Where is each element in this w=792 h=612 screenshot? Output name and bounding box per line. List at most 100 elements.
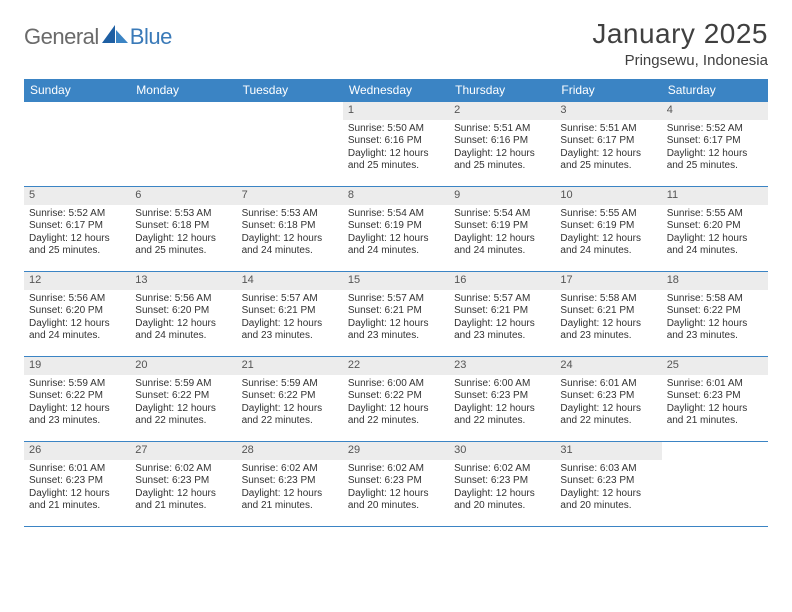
day-body: Sunrise: 6:00 AMSunset: 6:23 PMDaylight:…	[449, 375, 555, 432]
day-number: 16	[449, 272, 555, 290]
day-body: Sunrise: 5:52 AMSunset: 6:17 PMDaylight:…	[24, 205, 130, 262]
sunset-text: Sunset: 6:18 PM	[135, 220, 231, 233]
week-row: 19Sunrise: 5:59 AMSunset: 6:22 PMDayligh…	[24, 357, 768, 442]
day-cell: 21Sunrise: 5:59 AMSunset: 6:22 PMDayligh…	[237, 357, 343, 441]
daylight-text: Daylight: 12 hours and 23 minutes.	[29, 403, 125, 428]
day-cell: 4Sunrise: 5:52 AMSunset: 6:17 PMDaylight…	[662, 102, 768, 186]
day-cell: 24Sunrise: 6:01 AMSunset: 6:23 PMDayligh…	[555, 357, 661, 441]
day-body: Sunrise: 6:03 AMSunset: 6:23 PMDaylight:…	[555, 460, 661, 517]
day-cell: 8Sunrise: 5:54 AMSunset: 6:19 PMDaylight…	[343, 187, 449, 271]
day-body: Sunrise: 5:53 AMSunset: 6:18 PMDaylight:…	[237, 205, 343, 262]
calendar-grid: Sunday Monday Tuesday Wednesday Thursday…	[24, 79, 768, 527]
sunset-text: Sunset: 6:21 PM	[454, 305, 550, 318]
sunrise-text: Sunrise: 5:51 AM	[454, 123, 550, 136]
sunset-text: Sunset: 6:23 PM	[454, 475, 550, 488]
daylight-text: Daylight: 12 hours and 23 minutes.	[667, 318, 763, 343]
day-body: Sunrise: 5:52 AMSunset: 6:17 PMDaylight:…	[662, 120, 768, 177]
day-number	[130, 102, 236, 106]
sunset-text: Sunset: 6:23 PM	[135, 475, 231, 488]
daylight-text: Daylight: 12 hours and 24 minutes.	[454, 233, 550, 258]
daylight-text: Daylight: 12 hours and 20 minutes.	[454, 488, 550, 513]
daylight-text: Daylight: 12 hours and 24 minutes.	[242, 233, 338, 258]
day-body: Sunrise: 5:56 AMSunset: 6:20 PMDaylight:…	[130, 290, 236, 347]
location-label: Pringsewu, Indonesia	[592, 52, 768, 69]
day-number	[237, 102, 343, 106]
day-body: Sunrise: 5:53 AMSunset: 6:18 PMDaylight:…	[130, 205, 236, 262]
day-body: Sunrise: 5:58 AMSunset: 6:22 PMDaylight:…	[662, 290, 768, 347]
sunrise-text: Sunrise: 6:03 AM	[560, 463, 656, 476]
sunrise-text: Sunrise: 5:53 AM	[135, 208, 231, 221]
day-body: Sunrise: 5:54 AMSunset: 6:19 PMDaylight:…	[343, 205, 449, 262]
sunset-text: Sunset: 6:22 PM	[348, 390, 444, 403]
daylight-text: Daylight: 12 hours and 23 minutes.	[242, 318, 338, 343]
daylight-text: Daylight: 12 hours and 20 minutes.	[348, 488, 444, 513]
daylight-text: Daylight: 12 hours and 22 minutes.	[242, 403, 338, 428]
daylight-text: Daylight: 12 hours and 24 minutes.	[29, 318, 125, 343]
calendar-page: General Blue January 2025 Pringsewu, Ind…	[0, 0, 792, 527]
day-cell: 7Sunrise: 5:53 AMSunset: 6:18 PMDaylight…	[237, 187, 343, 271]
sunrise-text: Sunrise: 6:02 AM	[135, 463, 231, 476]
sunrise-text: Sunrise: 6:01 AM	[667, 378, 763, 391]
daylight-text: Daylight: 12 hours and 21 minutes.	[135, 488, 231, 513]
day-body: Sunrise: 5:56 AMSunset: 6:20 PMDaylight:…	[24, 290, 130, 347]
day-body: Sunrise: 5:55 AMSunset: 6:19 PMDaylight:…	[555, 205, 661, 262]
day-body: Sunrise: 6:02 AMSunset: 6:23 PMDaylight:…	[343, 460, 449, 517]
day-number: 8	[343, 187, 449, 205]
day-body: Sunrise: 5:57 AMSunset: 6:21 PMDaylight:…	[449, 290, 555, 347]
daylight-text: Daylight: 12 hours and 24 minutes.	[348, 233, 444, 258]
day-body: Sunrise: 5:58 AMSunset: 6:21 PMDaylight:…	[555, 290, 661, 347]
day-cell: 11Sunrise: 5:55 AMSunset: 6:20 PMDayligh…	[662, 187, 768, 271]
day-body: Sunrise: 6:01 AMSunset: 6:23 PMDaylight:…	[662, 375, 768, 432]
day-number: 15	[343, 272, 449, 290]
day-number: 25	[662, 357, 768, 375]
daylight-text: Daylight: 12 hours and 21 minutes.	[29, 488, 125, 513]
day-cell: 20Sunrise: 5:59 AMSunset: 6:22 PMDayligh…	[130, 357, 236, 441]
day-cell: 12Sunrise: 5:56 AMSunset: 6:20 PMDayligh…	[24, 272, 130, 356]
header: General Blue January 2025 Pringsewu, Ind…	[24, 18, 768, 69]
sunset-text: Sunset: 6:16 PM	[454, 135, 550, 148]
sunrise-text: Sunrise: 5:52 AM	[667, 123, 763, 136]
sunset-text: Sunset: 6:19 PM	[454, 220, 550, 233]
daylight-text: Daylight: 12 hours and 25 minutes.	[348, 148, 444, 173]
day-body: Sunrise: 5:59 AMSunset: 6:22 PMDaylight:…	[237, 375, 343, 432]
day-body: Sunrise: 6:00 AMSunset: 6:22 PMDaylight:…	[343, 375, 449, 432]
daylight-text: Daylight: 12 hours and 24 minutes.	[560, 233, 656, 258]
day-body: Sunrise: 6:01 AMSunset: 6:23 PMDaylight:…	[555, 375, 661, 432]
day-cell: 10Sunrise: 5:55 AMSunset: 6:19 PMDayligh…	[555, 187, 661, 271]
sunset-text: Sunset: 6:17 PM	[29, 220, 125, 233]
dow-saturday: Saturday	[662, 79, 768, 102]
daylight-text: Daylight: 12 hours and 25 minutes.	[454, 148, 550, 173]
sunrise-text: Sunrise: 5:54 AM	[454, 208, 550, 221]
week-row: 5Sunrise: 5:52 AMSunset: 6:17 PMDaylight…	[24, 187, 768, 272]
sunrise-text: Sunrise: 5:52 AM	[29, 208, 125, 221]
day-number: 26	[24, 442, 130, 460]
dow-wednesday: Wednesday	[343, 79, 449, 102]
sunset-text: Sunset: 6:23 PM	[454, 390, 550, 403]
logo-sail-icon	[102, 25, 128, 43]
sunset-text: Sunset: 6:21 PM	[560, 305, 656, 318]
sunset-text: Sunset: 6:23 PM	[29, 475, 125, 488]
sunset-text: Sunset: 6:23 PM	[242, 475, 338, 488]
sunrise-text: Sunrise: 5:57 AM	[454, 293, 550, 306]
day-number: 13	[130, 272, 236, 290]
sunset-text: Sunset: 6:21 PM	[242, 305, 338, 318]
dow-monday: Monday	[130, 79, 236, 102]
day-number: 5	[24, 187, 130, 205]
sunrise-text: Sunrise: 5:58 AM	[667, 293, 763, 306]
sunrise-text: Sunrise: 5:53 AM	[242, 208, 338, 221]
daylight-text: Daylight: 12 hours and 22 minutes.	[135, 403, 231, 428]
sunset-text: Sunset: 6:23 PM	[667, 390, 763, 403]
weeks-container: 1Sunrise: 5:50 AMSunset: 6:16 PMDaylight…	[24, 102, 768, 527]
daylight-text: Daylight: 12 hours and 24 minutes.	[135, 318, 231, 343]
day-cell: 31Sunrise: 6:03 AMSunset: 6:23 PMDayligh…	[555, 442, 661, 526]
day-number: 10	[555, 187, 661, 205]
sunset-text: Sunset: 6:22 PM	[667, 305, 763, 318]
day-cell: 9Sunrise: 5:54 AMSunset: 6:19 PMDaylight…	[449, 187, 555, 271]
sunrise-text: Sunrise: 5:50 AM	[348, 123, 444, 136]
daylight-text: Daylight: 12 hours and 23 minutes.	[560, 318, 656, 343]
day-body: Sunrise: 5:51 AMSunset: 6:16 PMDaylight:…	[449, 120, 555, 177]
day-cell: 18Sunrise: 5:58 AMSunset: 6:22 PMDayligh…	[662, 272, 768, 356]
dow-tuesday: Tuesday	[237, 79, 343, 102]
sunrise-text: Sunrise: 5:51 AM	[560, 123, 656, 136]
day-body: Sunrise: 5:59 AMSunset: 6:22 PMDaylight:…	[130, 375, 236, 432]
